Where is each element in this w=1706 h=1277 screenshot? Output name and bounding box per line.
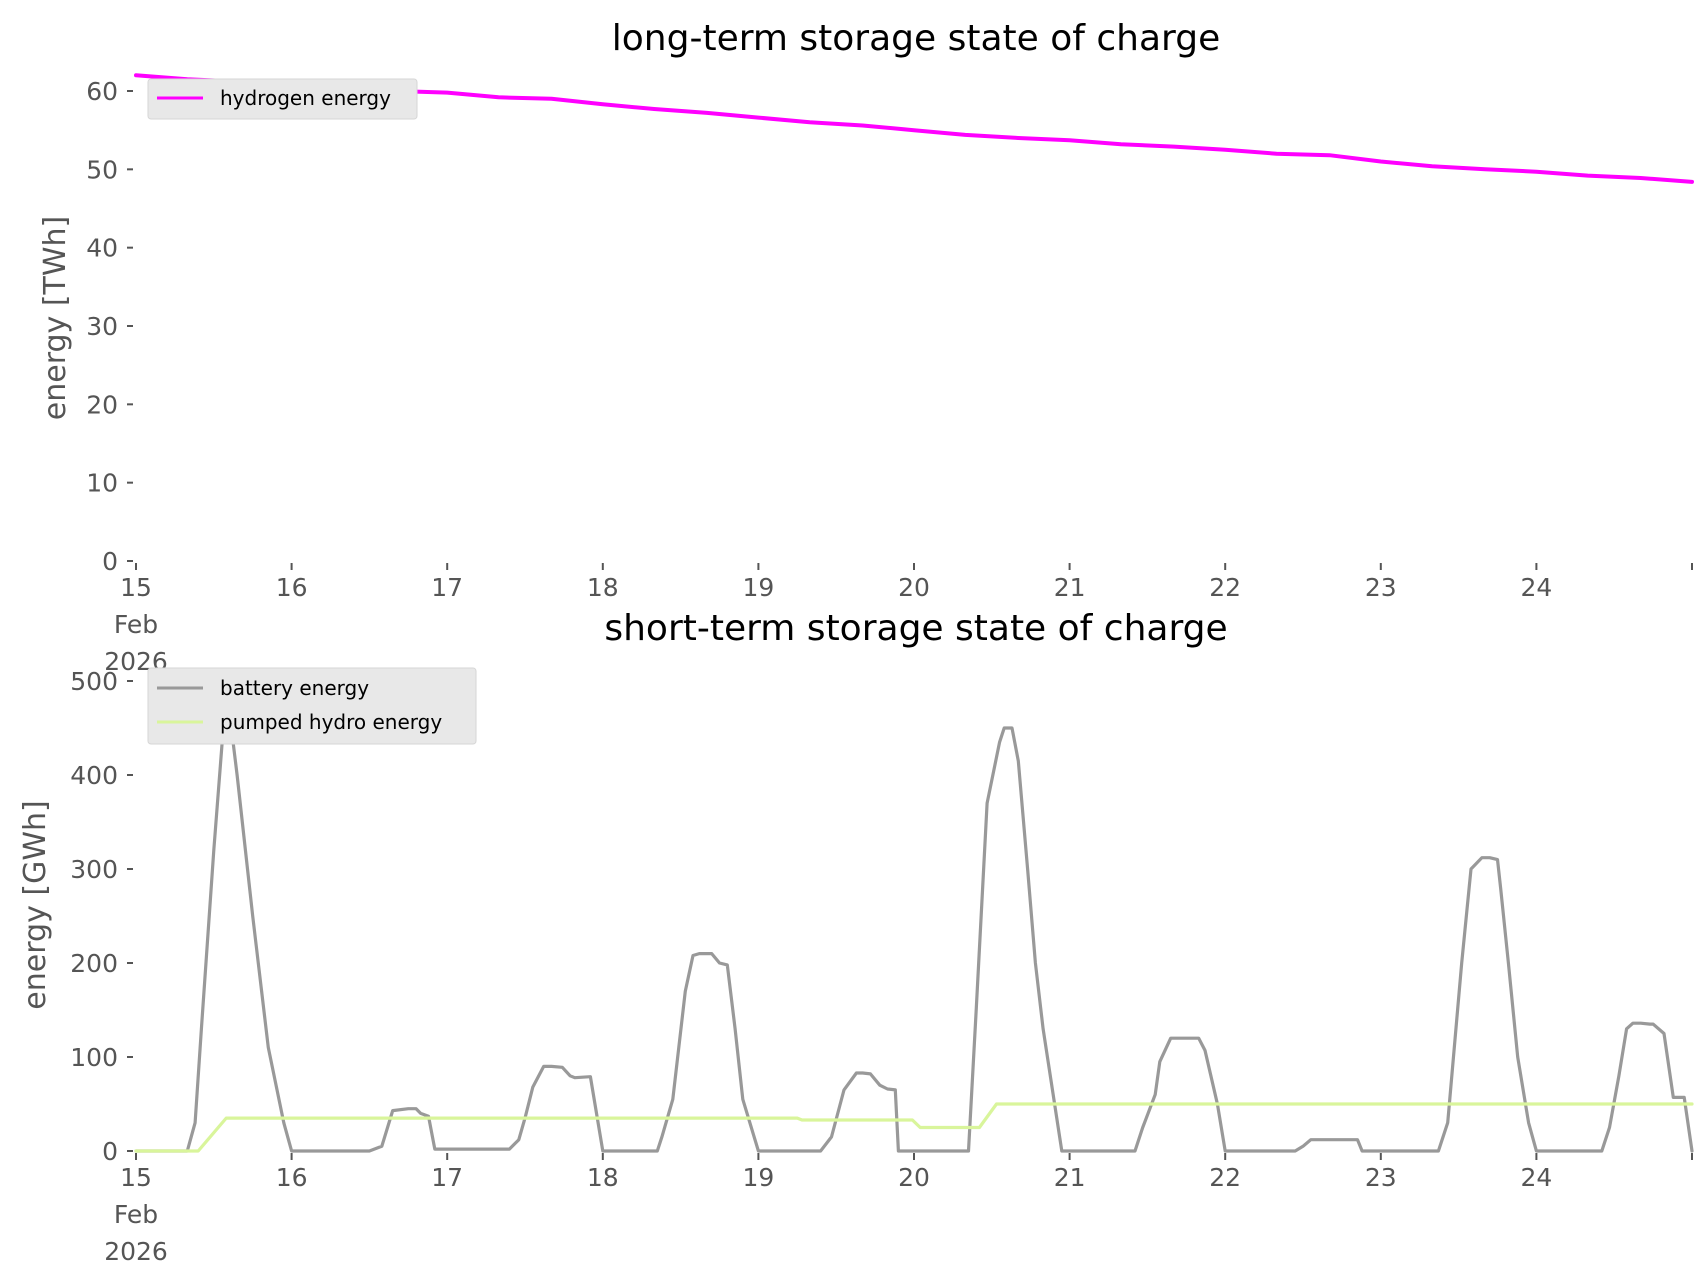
short-term-chart-title: short-term storage state of charge bbox=[604, 608, 1227, 649]
short-term-y-tick-label: 300 bbox=[70, 855, 118, 884]
long-term-x-tick-label: 17 bbox=[431, 573, 463, 602]
short-term-x-ticks: 15 Feb 2026 16 17 18 19 20 21 22 23 24 bbox=[104, 1153, 1693, 1266]
short-term-x-tick-label: 23 bbox=[1365, 1163, 1397, 1192]
short-term-y-axis-label: energy [GWh] bbox=[18, 800, 53, 1009]
short-term-y-tick-label: 400 bbox=[70, 761, 118, 790]
short-term-panel: short-term storage state of charge energ… bbox=[18, 608, 1694, 1266]
long-term-x-tick-label: 16 bbox=[276, 573, 308, 602]
short-term-series bbox=[134, 688, 1694, 1153]
long-term-panel: long-term storage state of charge energy… bbox=[38, 18, 1694, 676]
short-term-legend-box bbox=[147, 667, 477, 745]
long-term-y-tick-label: 40 bbox=[86, 234, 118, 263]
legend-label-pumped-hydro: pumped hydro energy bbox=[220, 710, 442, 734]
short-term-legend: battery energy pumped hydro energy bbox=[147, 667, 477, 745]
short-term-y-tick-label: 0 bbox=[102, 1137, 118, 1166]
long-term-x-tick-label: 20 bbox=[898, 573, 930, 602]
long-term-x-tick-label: 23 bbox=[1365, 573, 1397, 602]
short-term-series-line-battery-energy bbox=[134, 688, 1694, 1153]
long-term-y-axis-label: energy [TWh] bbox=[38, 216, 73, 420]
long-term-legend-box bbox=[147, 78, 418, 120]
short-term-x-tick-label: 15 Feb 2026 bbox=[104, 1163, 168, 1266]
legend-label-hydrogen: hydrogen energy bbox=[220, 86, 391, 110]
long-term-x-tick-label: 18 bbox=[587, 573, 619, 602]
short-term-series-line-pumped-hydro-energy bbox=[134, 1102, 1694, 1153]
long-term-y-ticks: 0 10 20 30 40 50 60 bbox=[86, 77, 133, 576]
short-term-y-tick-label: 100 bbox=[70, 1043, 118, 1072]
long-term-legend: hydrogen energy bbox=[147, 78, 418, 120]
long-term-y-tick-label: 0 bbox=[102, 547, 118, 576]
long-term-x-tick-label: 22 bbox=[1209, 573, 1241, 602]
long-term-x-tick-label: 19 bbox=[742, 573, 774, 602]
long-term-y-tick-label: 30 bbox=[86, 312, 118, 341]
short-term-x-tick-label: 24 bbox=[1520, 1163, 1552, 1192]
short-term-x-tick-label: 22 bbox=[1209, 1163, 1241, 1192]
long-term-y-tick-label: 50 bbox=[86, 155, 118, 184]
long-term-y-tick-label: 60 bbox=[86, 77, 118, 106]
long-term-x-tick-label: 21 bbox=[1054, 573, 1086, 602]
short-term-x-tick-label: 17 bbox=[431, 1163, 463, 1192]
short-term-y-ticks: 0 100 200 300 400 500 bbox=[70, 667, 133, 1166]
short-term-x-tick-label: 19 bbox=[742, 1163, 774, 1192]
short-term-y-tick-label: 200 bbox=[70, 949, 118, 978]
long-term-y-tick-label: 20 bbox=[86, 390, 118, 419]
short-term-x-tick-label: 18 bbox=[587, 1163, 619, 1192]
short-term-x-tick-label: 20 bbox=[898, 1163, 930, 1192]
long-term-x-tick-label: 15 Feb 2026 bbox=[104, 573, 168, 676]
short-term-y-tick-label: 500 bbox=[70, 667, 118, 696]
long-term-x-tick-label: 24 bbox=[1520, 573, 1552, 602]
short-term-x-tick-label: 21 bbox=[1054, 1163, 1086, 1192]
short-term-x-tick-label: 16 bbox=[276, 1163, 308, 1192]
legend-label-battery: battery energy bbox=[220, 676, 369, 700]
long-term-x-ticks: 15 Feb 2026 16 17 18 19 20 21 22 23 24 bbox=[104, 563, 1693, 676]
long-term-chart-title: long-term storage state of charge bbox=[612, 18, 1220, 59]
long-term-y-tick-label: 10 bbox=[86, 469, 118, 498]
